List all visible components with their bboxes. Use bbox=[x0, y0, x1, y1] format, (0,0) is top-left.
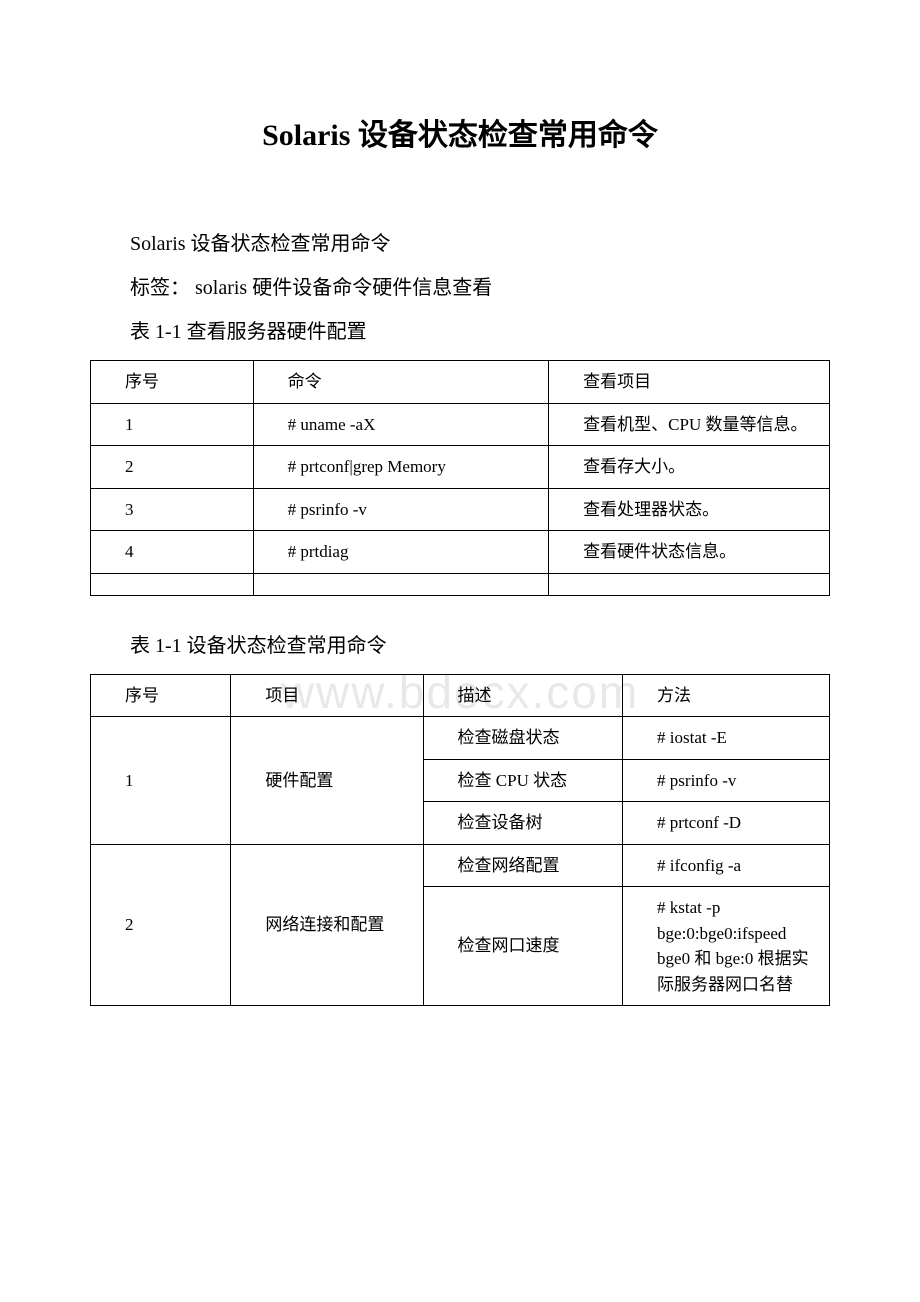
cell-desc: 检查设备树 bbox=[423, 802, 623, 845]
table-row: 1 # uname -aX 查看机型、CPU 数量等信息。 bbox=[91, 403, 830, 446]
cell-seq: 3 bbox=[91, 488, 254, 531]
intro-line-3: 表 1-1 查看服务器硬件配置 bbox=[90, 312, 830, 352]
cell-desc: 检查 CPU 状态 bbox=[423, 759, 623, 802]
col-project: 项目 bbox=[231, 674, 423, 717]
cell-method: # ifconfig -a bbox=[623, 844, 830, 887]
cell-command: # prtdiag bbox=[253, 531, 549, 574]
col-desc: 描述 bbox=[423, 674, 623, 717]
table-row: 2 网络连接和配置 检查网络配置 # ifconfig -a bbox=[91, 844, 830, 887]
table-row: 1 硬件配置 检查磁盘状态 # iostat -E bbox=[91, 717, 830, 760]
cell-seq: 1 bbox=[91, 717, 231, 845]
cell-desc: 检查网口速度 bbox=[423, 887, 623, 1006]
cell-project: 网络连接和配置 bbox=[231, 844, 423, 1006]
device-status-table: 序号 项目 描述 方法 1 硬件配置 检查磁盘状态 # iostat -E 检查… bbox=[90, 674, 830, 1007]
cell-method: # iostat -E bbox=[623, 717, 830, 760]
cell-method: # kstat -p bge:0:bge0:ifspeed bge0 和 bge… bbox=[623, 887, 830, 1006]
cell-desc: 检查磁盘状态 bbox=[423, 717, 623, 760]
table-header-row: 序号 项目 描述 方法 bbox=[91, 674, 830, 717]
table-row: 2 # prtconf|grep Memory 查看存大小。 bbox=[91, 446, 830, 489]
table-empty-row bbox=[91, 573, 830, 595]
cell-item: 查看硬件状态信息。 bbox=[549, 531, 830, 574]
intro-line-2: 标签： solaris 硬件设备命令硬件信息查看 bbox=[90, 268, 830, 308]
cell-command: # uname -aX bbox=[253, 403, 549, 446]
col-seq: 序号 bbox=[91, 361, 254, 404]
cell-seq: 4 bbox=[91, 531, 254, 574]
cell-seq: 1 bbox=[91, 403, 254, 446]
cell-method: # psrinfo -v bbox=[623, 759, 830, 802]
empty-cell bbox=[91, 573, 254, 595]
cell-item: 查看存大小。 bbox=[549, 446, 830, 489]
col-command: 命令 bbox=[253, 361, 549, 404]
cell-item: 查看机型、CPU 数量等信息。 bbox=[549, 403, 830, 446]
empty-cell bbox=[549, 573, 830, 595]
table-row: 4 # prtdiag 查看硬件状态信息。 bbox=[91, 531, 830, 574]
col-item: 查看项目 bbox=[549, 361, 830, 404]
col-method: 方法 bbox=[623, 674, 830, 717]
page-title: Solaris 设备状态检查常用命令 bbox=[90, 110, 830, 154]
cell-desc: 检查网络配置 bbox=[423, 844, 623, 887]
intro-line-1: Solaris 设备状态检查常用命令 bbox=[90, 224, 830, 264]
col-seq: 序号 bbox=[91, 674, 231, 717]
hardware-config-table: 序号 命令 查看项目 1 # uname -aX 查看机型、CPU 数量等信息。… bbox=[90, 360, 830, 596]
cell-seq: 2 bbox=[91, 446, 254, 489]
empty-cell bbox=[253, 573, 549, 595]
cell-method: # prtconf -D bbox=[623, 802, 830, 845]
section-2-label: 表 1-1 设备状态检查常用命令 bbox=[90, 626, 830, 666]
table-row: 3 # psrinfo -v 查看处理器状态。 bbox=[91, 488, 830, 531]
cell-project: 硬件配置 bbox=[231, 717, 423, 845]
cell-item: 查看处理器状态。 bbox=[549, 488, 830, 531]
cell-seq: 2 bbox=[91, 844, 231, 1006]
cell-command: # psrinfo -v bbox=[253, 488, 549, 531]
table-header-row: 序号 命令 查看项目 bbox=[91, 361, 830, 404]
cell-command: # prtconf|grep Memory bbox=[253, 446, 549, 489]
